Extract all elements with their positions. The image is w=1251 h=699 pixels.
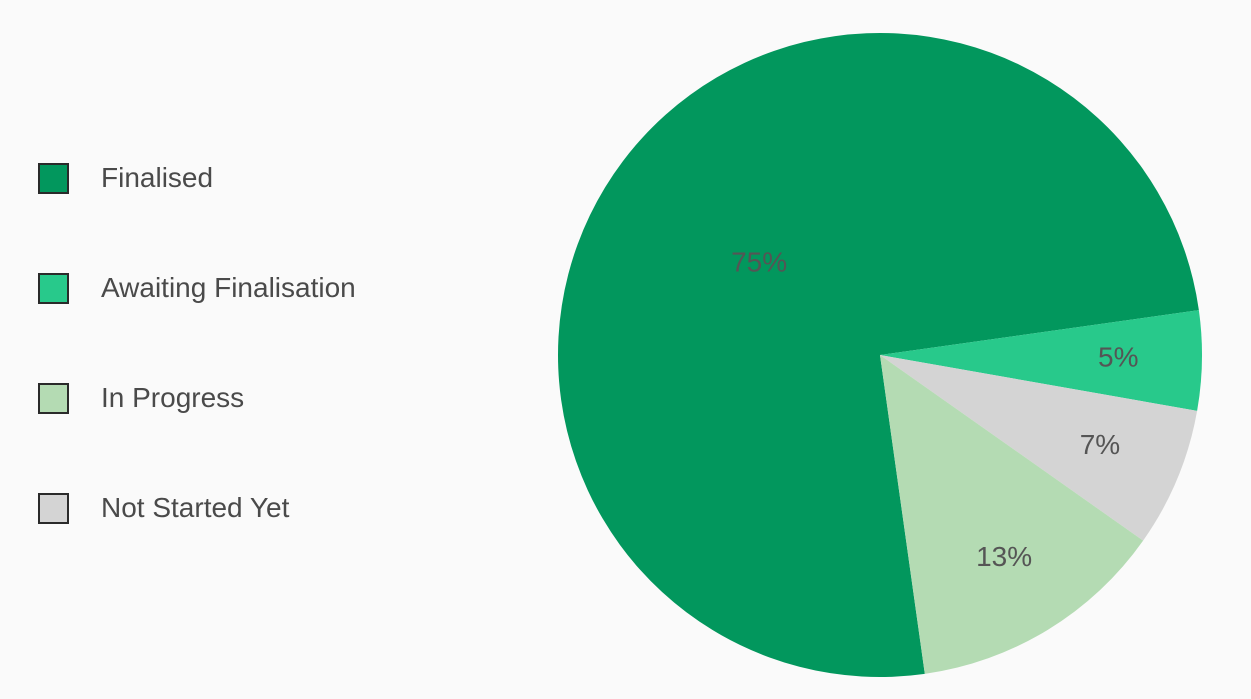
- pie-label-not-started-yet: 7%: [1080, 429, 1120, 460]
- chart-legend: Finalised Awaiting Finalisation In Progr…: [38, 160, 356, 600]
- pie-slice-finalised: [558, 33, 1199, 677]
- pie-slices: [558, 33, 1203, 677]
- legend-swatch-not-started-yet: [38, 492, 69, 524]
- pie-slice-not-started-yet: [880, 355, 1198, 541]
- legend-swatch-finalised: [38, 162, 69, 194]
- pie-slice-awaiting-finalisation: [880, 310, 1203, 411]
- legend-item-finalised: Finalised: [38, 160, 356, 196]
- legend-swatch-in-progress: [38, 382, 69, 414]
- legend-label-not-started-yet: Not Started Yet: [101, 492, 290, 523]
- pie-label-in-progress: 13%: [976, 541, 1032, 572]
- pie-label-finalised: 75%: [731, 246, 787, 277]
- legend-label-awaiting-finalisation: Awaiting Finalisation: [101, 272, 356, 303]
- pie-slice-labels: 75% 5% 7% 13%: [731, 246, 1138, 571]
- legend-swatch-awaiting-finalisation: [38, 272, 69, 304]
- pie-slice-in-progress: [880, 355, 1144, 674]
- legend-item-awaiting-finalisation: Awaiting Finalisation: [38, 270, 356, 306]
- pie-label-awaiting-finalisation: 5%: [1098, 342, 1138, 373]
- legend-label-in-progress: In Progress: [101, 382, 245, 413]
- legend-item-in-progress: In Progress: [38, 380, 356, 416]
- legend-label-finalised: Finalised: [101, 162, 214, 193]
- legend-item-not-started-yet: Not Started Yet: [38, 490, 356, 526]
